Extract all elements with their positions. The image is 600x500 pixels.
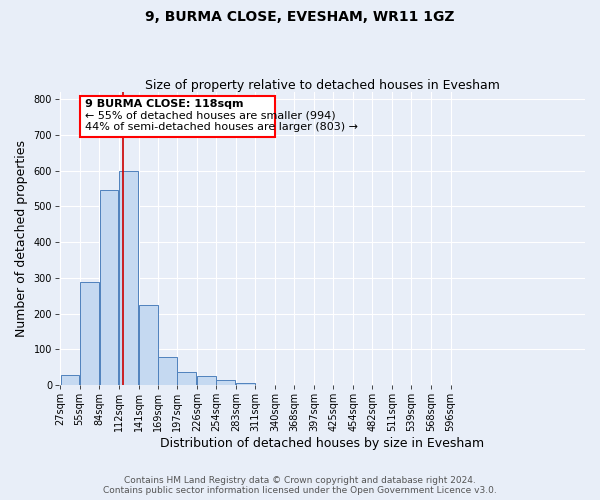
X-axis label: Distribution of detached houses by size in Evesham: Distribution of detached houses by size … [160, 437, 484, 450]
Bar [158, 357, 177, 385]
Bar [80, 282, 98, 385]
Bar [197, 376, 216, 385]
Bar [61, 375, 79, 385]
Bar [100, 190, 118, 385]
Title: Size of property relative to detached houses in Evesham: Size of property relative to detached ho… [145, 79, 499, 92]
Text: ← 55% of detached houses are smaller (994): ← 55% of detached houses are smaller (99… [85, 110, 335, 120]
Text: 9, BURMA CLOSE, EVESHAM, WR11 1GZ: 9, BURMA CLOSE, EVESHAM, WR11 1GZ [145, 10, 455, 24]
Bar [216, 380, 235, 385]
Text: Contains HM Land Registry data © Crown copyright and database right 2024.
Contai: Contains HM Land Registry data © Crown c… [103, 476, 497, 495]
Bar [177, 372, 196, 385]
Bar [236, 384, 255, 385]
Bar [139, 304, 158, 385]
FancyBboxPatch shape [80, 96, 275, 136]
Text: 9 BURMA CLOSE: 118sqm: 9 BURMA CLOSE: 118sqm [85, 98, 244, 108]
Y-axis label: Number of detached properties: Number of detached properties [15, 140, 28, 337]
Text: 44% of semi-detached houses are larger (803) →: 44% of semi-detached houses are larger (… [85, 122, 358, 132]
Bar [119, 170, 137, 385]
